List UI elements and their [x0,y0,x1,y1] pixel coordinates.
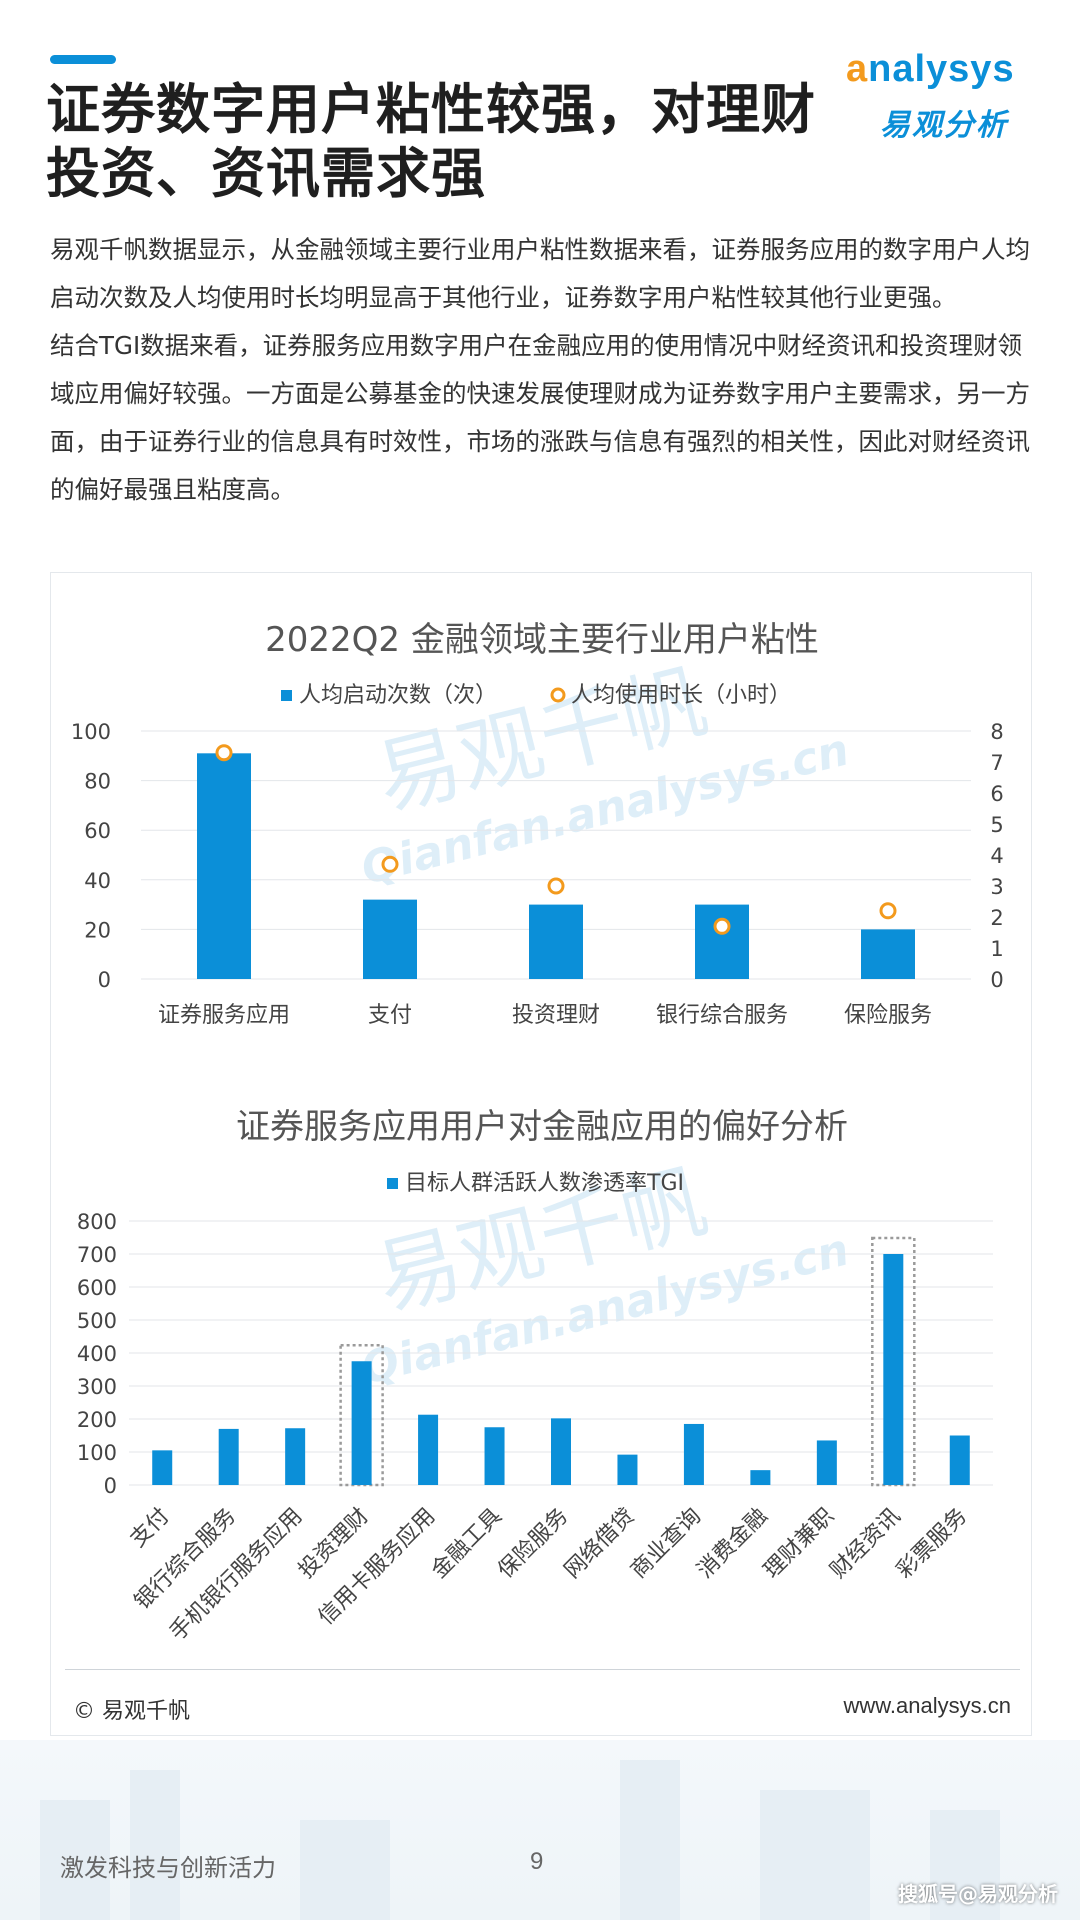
chart2-category-label: 支付 [126,1504,175,1553]
body-text: 易观千帆数据显示，从金融领域主要行业用户粘性数据来看，证券服务应用的数字用户人均… [50,226,1030,514]
chart2-tick-label: 700 [77,1243,117,1267]
chart1-bar [695,904,749,979]
page-title: 证券数字用户粘性较强，对理财 投资、资讯需求强 [46,78,846,206]
chart1-right-tick-label: 3 [990,875,1003,899]
chart1-right-tick-label: 1 [990,937,1003,961]
chart1-marker [381,855,399,873]
charts-svg: 易观千帆Qianfan.analysys.cn易观千帆Qianfan.analy… [71,620,1004,1646]
skyline-building [300,1820,390,1920]
body-paragraph-2: 结合TGI数据来看，证券服务应用数字用户在金融应用的使用情况中财经资讯和投资理财… [50,331,1030,504]
chart1-left-tick-label: 20 [84,918,111,942]
chart1-bar [529,904,583,979]
logo-english: analysys [846,48,1015,91]
chart2-category-label: 信用卡服务应用 [314,1504,441,1631]
chart1-legend-marker-swatch [550,687,566,703]
chart2-tick-label: 300 [77,1375,117,1399]
chart1-marker [547,877,565,895]
chart1-bar [197,753,251,979]
skyline-building [40,1800,110,1920]
chart1-left-tick-label: 40 [84,869,111,893]
chart2-bar [617,1454,638,1485]
analysys-logo: analysys 易观分析 [846,48,1046,143]
chart1-title: 2022Q2 金融领域主要行业用户粘性 [265,620,819,660]
chart2-bar [683,1423,704,1485]
chart2-bar [418,1414,439,1485]
chart1-right-tick-label: 6 [990,782,1003,806]
chart2-tick-label: 0 [104,1474,117,1498]
chart2-highlight-box [871,1236,916,1487]
chart2-bar [883,1254,904,1485]
page-title-line-2: 投资、资讯需求强 [46,142,486,205]
chart1-legend-marker-label: 人均使用时长（小时） [571,683,791,708]
logo-chinese: 易观分析 [880,108,1008,143]
chart1-category-label: 保险服务 [844,1003,932,1028]
chart1-left-tick-label: 100 [71,720,111,744]
city-skyline-background [0,1740,1080,1920]
chart2-category-label: 财经资讯 [826,1504,906,1584]
chart2-bar [949,1435,970,1485]
chart2-category-label: 保险服务 [493,1504,573,1584]
chart1-legend-bar-label: 人均启动次数（次） [299,683,497,708]
logo-swoosh-letter: a [846,48,869,90]
logo-english-rest: nalysys [868,48,1015,90]
chart1-right-tick-label: 4 [990,844,1003,868]
skyline-building [620,1760,680,1920]
chart2-legend-label: 目标人群活跃人数渗透率TGI [405,1171,684,1196]
skyline-building [130,1770,180,1920]
footer-slogan: 激发科技与创新活力 [60,1854,276,1882]
chart1-category-label: 银行综合服务 [656,1003,788,1028]
copyright: © 易观千帆 [73,1699,190,1724]
chart2-bar [816,1440,837,1485]
chart2-legend-swatch [387,1178,398,1189]
chart2-tick-label: 100 [77,1441,117,1465]
chart2-title: 证券服务应用用户对金融应用的偏好分析 [236,1107,848,1147]
chart2-bar [551,1418,571,1485]
chart1-category-label: 支付 [368,1003,412,1028]
chart1-bar [861,929,915,979]
body-paragraph-1: 易观千帆数据显示，从金融领域主要行业用户粘性数据来看，证券服务应用的数字用户人均… [50,235,1030,312]
chart2-bar [351,1361,372,1485]
chart1-bar [363,899,417,979]
chart2-category-label: 网络借贷 [560,1504,640,1584]
chart2-tick-label: 400 [77,1342,117,1366]
chart1-right-tick-label: 2 [990,906,1003,930]
chart2-category-label: 金融工具 [427,1504,507,1584]
chart2-bar [285,1428,306,1485]
chart1-left-tick-label: 60 [84,819,111,843]
chart1-marker [215,744,233,762]
chart2-highlight-box [339,1344,384,1487]
chart-footer-rule [65,1669,1020,1670]
chart1-right-tick-label: 0 [990,968,1003,992]
chart2-tick-label: 600 [77,1276,117,1300]
chart1-marker [713,917,731,935]
chart2-bar [484,1427,505,1485]
chart1-left-tick-label: 0 [98,968,111,992]
chart1-legend-bar-swatch [281,690,292,701]
chart2-bar [750,1470,771,1485]
chart-card: 易观千帆 Qianfan.analysys.cn 易观千帆 Qianfan.analy… [50,572,1032,1736]
chart2-bar [152,1450,173,1485]
chart2-category-label: 消费金融 [693,1504,773,1584]
chart2-tick-label: 500 [77,1309,117,1333]
chart2-category-label: 理财兼职 [759,1504,839,1584]
chart2-category-label: 商业查询 [626,1504,706,1584]
sohu-watermark: 搜狐号@易观分析 [898,1882,1058,1906]
title-accent-bar [50,55,116,64]
chart1-right-tick-label: 5 [990,813,1003,837]
page-number: 9 [530,1848,544,1875]
chart2-bar [218,1428,239,1485]
chart1-right-tick-label: 8 [990,720,1003,744]
skyline-building [930,1810,1000,1920]
chart1-left-tick-label: 80 [84,770,111,794]
chart2-tick-label: 800 [77,1210,117,1234]
page-title-line-1: 证券数字用户粘性较强，对理财 [46,78,816,141]
site-url: www.analysys.cn [843,1693,1011,1718]
chart1-marker [879,902,897,920]
chart1-right-tick-label: 7 [990,751,1003,775]
chart1-category-label: 投资理财 [512,1003,600,1028]
chart1-category-label: 证券服务应用 [158,1003,290,1028]
chart2-tick-label: 200 [77,1408,117,1432]
chart2-category-label: 彩票服务 [892,1504,972,1584]
skyline-building [760,1790,870,1920]
